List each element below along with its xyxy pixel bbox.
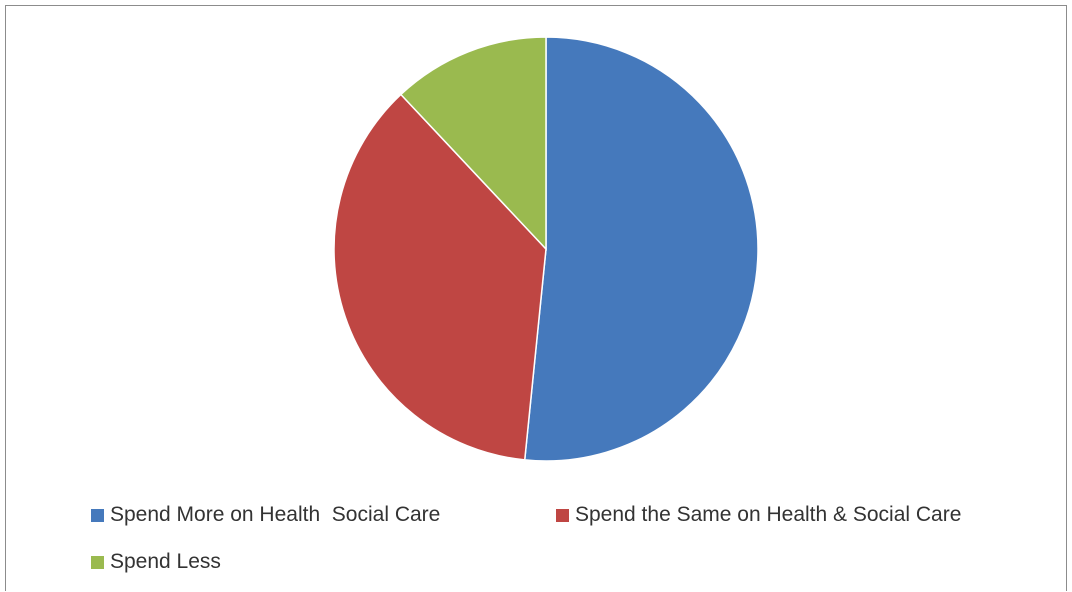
pie-slice-spend-less [399, 36, 547, 251]
pie-slice-spend-more [523, 36, 759, 462]
pie-slices [333, 36, 759, 462]
chart-area: Spend More on Health Social Care Spend t… [5, 5, 1067, 591]
pie-chart [333, 36, 759, 462]
pie-slice-spend-same [333, 93, 547, 461]
